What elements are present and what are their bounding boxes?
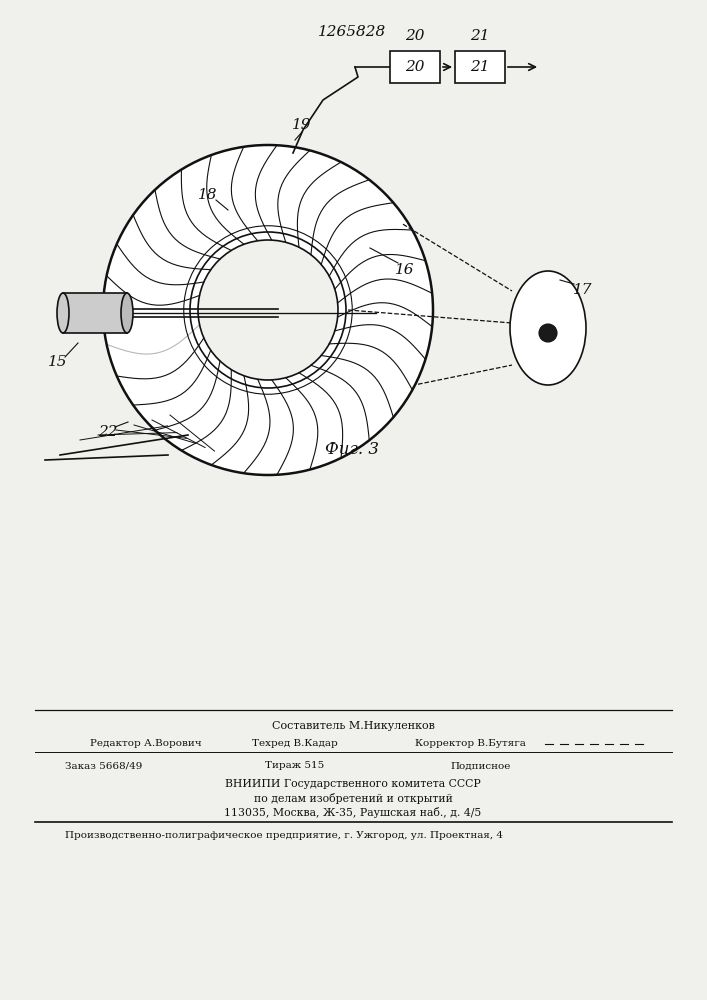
Bar — [63, 293, 127, 333]
Text: 19: 19 — [292, 118, 312, 132]
Bar — [455, 51, 505, 83]
Text: 1265828: 1265828 — [318, 25, 386, 39]
Text: Подписное: Подписное — [450, 762, 510, 770]
Ellipse shape — [198, 240, 338, 380]
Text: по делам изобретений и открытий: по делам изобретений и открытий — [254, 792, 452, 804]
Bar — [390, 51, 440, 83]
Text: 21: 21 — [470, 29, 490, 43]
Text: 16: 16 — [395, 263, 415, 277]
Text: Техред В.Кадар: Техред В.Кадар — [252, 740, 338, 748]
Text: 21: 21 — [470, 60, 490, 74]
Circle shape — [539, 324, 557, 342]
Text: ВНИИПИ Государственного комитета СССР: ВНИИПИ Государственного комитета СССР — [225, 779, 481, 789]
Text: 15: 15 — [48, 355, 68, 369]
Text: Редактор А.Ворович: Редактор А.Ворович — [90, 740, 201, 748]
Text: 17: 17 — [573, 283, 592, 297]
Ellipse shape — [510, 271, 586, 385]
Ellipse shape — [57, 293, 69, 333]
Text: 113035, Москва, Ж-35, Раушская наб., д. 4/5: 113035, Москва, Ж-35, Раушская наб., д. … — [224, 806, 481, 818]
Text: Производственно-полиграфическое предприятие, г. Ужгород, ул. Проектная, 4: Производственно-полиграфическое предприя… — [65, 832, 503, 840]
Text: Тираж 515: Тираж 515 — [265, 762, 325, 770]
Text: Корректор В.Бутяга: Корректор В.Бутяга — [414, 740, 525, 748]
Text: Заказ 5668/49: Заказ 5668/49 — [65, 762, 142, 770]
Text: 22: 22 — [98, 425, 118, 439]
Text: 18: 18 — [198, 188, 218, 202]
Text: 20: 20 — [405, 29, 425, 43]
Text: Составитель М.Никуленков: Составитель М.Никуленков — [271, 721, 434, 731]
Text: 20: 20 — [405, 60, 425, 74]
Ellipse shape — [103, 145, 433, 475]
Text: Фиг. 3: Фиг. 3 — [325, 442, 379, 458]
Ellipse shape — [121, 293, 133, 333]
